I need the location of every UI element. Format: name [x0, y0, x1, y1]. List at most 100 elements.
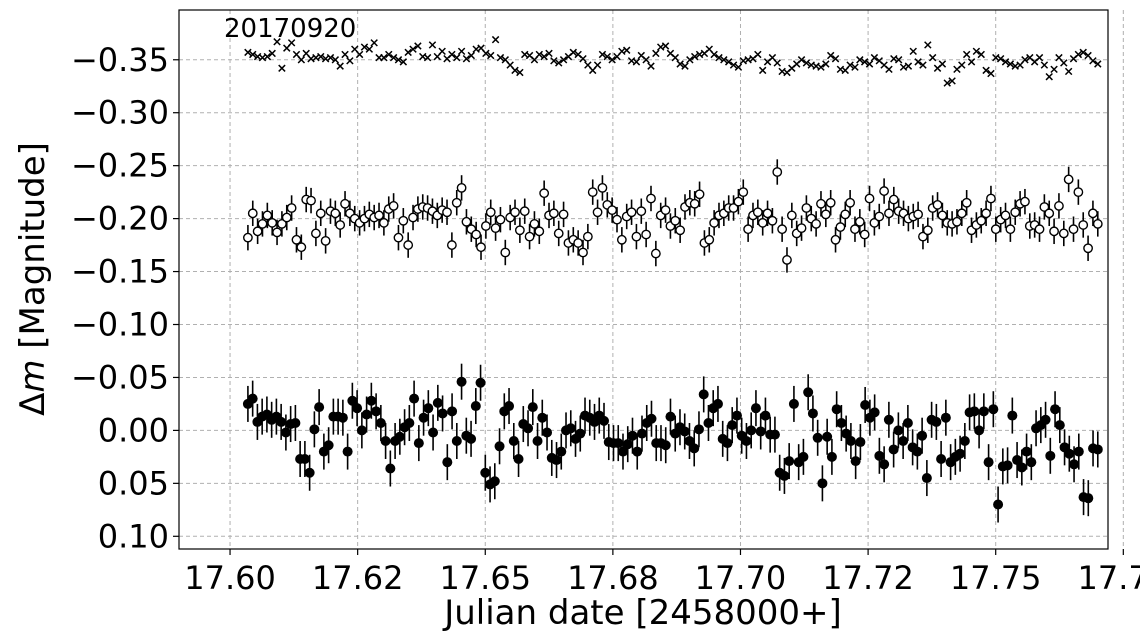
data-point-x — [1001, 58, 1010, 66]
data-point-x — [399, 58, 408, 66]
data-point-filled — [404, 417, 415, 428]
data-point-filled — [841, 428, 852, 439]
data-point-open — [480, 221, 491, 231]
data-point-filled — [394, 431, 405, 442]
data-point-filled — [565, 423, 576, 434]
data-point-x — [924, 41, 932, 49]
data-point-open — [694, 189, 705, 200]
data-point-open — [1068, 224, 1079, 235]
data-point-filled — [883, 414, 894, 425]
data-point-open — [548, 208, 559, 219]
data-point-open — [315, 208, 326, 219]
data-point-open — [835, 222, 846, 232]
data-point-filled — [741, 435, 752, 446]
data-point-x — [423, 53, 432, 62]
data-point-x — [511, 66, 519, 75]
data-point-x — [273, 38, 281, 46]
data-point-filled — [356, 425, 367, 436]
data-point-open — [1005, 224, 1016, 235]
data-point-x — [642, 56, 650, 64]
data-point-filled — [836, 417, 847, 428]
data-point-filled — [921, 473, 932, 484]
data-point-filled — [480, 467, 491, 478]
data-point-filled — [693, 424, 704, 435]
data-point-filled — [380, 435, 391, 446]
data-point-open — [626, 207, 637, 218]
data-point-open — [607, 205, 618, 216]
data-point-open — [267, 217, 278, 228]
data-point-x — [336, 62, 344, 70]
data-point-x — [331, 56, 340, 64]
data-point-filled — [902, 417, 913, 428]
data-point-open — [553, 228, 564, 239]
data-point-filled — [988, 404, 999, 415]
data-point-filled — [299, 453, 310, 464]
data-point-filled — [817, 478, 828, 489]
data-point-x — [846, 61, 854, 69]
data-point-open — [961, 197, 972, 208]
data-point-filled — [983, 457, 994, 468]
data-point-x — [409, 45, 417, 53]
data-point-filled — [1021, 446, 1032, 457]
data-point-open — [398, 215, 409, 226]
data-point-open — [650, 248, 661, 259]
data-point-open — [796, 223, 807, 234]
y-tick-label: −0.35 — [71, 41, 169, 79]
data-point-x — [715, 53, 723, 62]
data-point-filled — [556, 446, 567, 457]
data-point-open — [990, 224, 1001, 235]
data-point-open — [495, 214, 506, 225]
data-point-open — [524, 231, 535, 242]
data-point-open — [485, 207, 496, 218]
data-point-x — [1060, 59, 1068, 67]
data-point-filled — [542, 427, 553, 438]
data-point-open — [510, 207, 520, 218]
data-point-filled — [599, 415, 610, 426]
data-point-filled — [912, 446, 923, 457]
data-point-open — [801, 203, 812, 213]
data-point-x — [1045, 72, 1053, 81]
data-point-x — [278, 64, 286, 72]
data-point-open — [888, 194, 899, 205]
data-point-x — [671, 53, 680, 62]
data-point-filled — [337, 412, 348, 423]
data-point-filled — [879, 459, 890, 470]
data-point-x — [545, 49, 553, 58]
data-point-x — [365, 45, 374, 53]
data-point-filled — [276, 416, 287, 427]
data-point-open — [782, 255, 792, 265]
data-point-filled — [1054, 420, 1065, 431]
data-point-filled — [869, 407, 880, 418]
data-point-filled — [660, 440, 671, 451]
data-point-open — [670, 215, 681, 226]
data-point-filled — [826, 451, 837, 462]
data-point-filled — [684, 435, 695, 446]
data-point-filled — [1092, 444, 1103, 455]
data-point-filled — [371, 406, 382, 417]
data-point-x — [996, 54, 1005, 63]
data-point-x — [482, 49, 490, 58]
data-point-open — [539, 188, 550, 199]
series-0 — [244, 35, 1102, 87]
data-point-filled — [636, 428, 647, 439]
data-point-x — [389, 53, 398, 62]
data-point-open — [767, 215, 778, 226]
data-point-x — [851, 63, 859, 71]
data-point-filled — [974, 425, 985, 436]
data-point-x — [972, 47, 981, 56]
data-point-filled — [888, 444, 899, 455]
data-point-filled — [698, 389, 709, 400]
data-point-open — [471, 229, 482, 240]
data-point-filled — [314, 402, 325, 413]
data-point-x — [754, 50, 762, 59]
data-point-open — [1073, 187, 1084, 198]
data-point-open — [340, 198, 350, 209]
y-tick-label: −0.15 — [71, 253, 169, 291]
data-point-filled — [969, 406, 980, 417]
data-point-open — [306, 195, 316, 206]
data-point-x — [928, 53, 937, 62]
y-tick-label: 0.05 — [98, 464, 169, 502]
data-point-open — [854, 216, 865, 227]
y-tick-label: 0.00 — [98, 411, 169, 449]
data-point-x — [758, 66, 767, 75]
